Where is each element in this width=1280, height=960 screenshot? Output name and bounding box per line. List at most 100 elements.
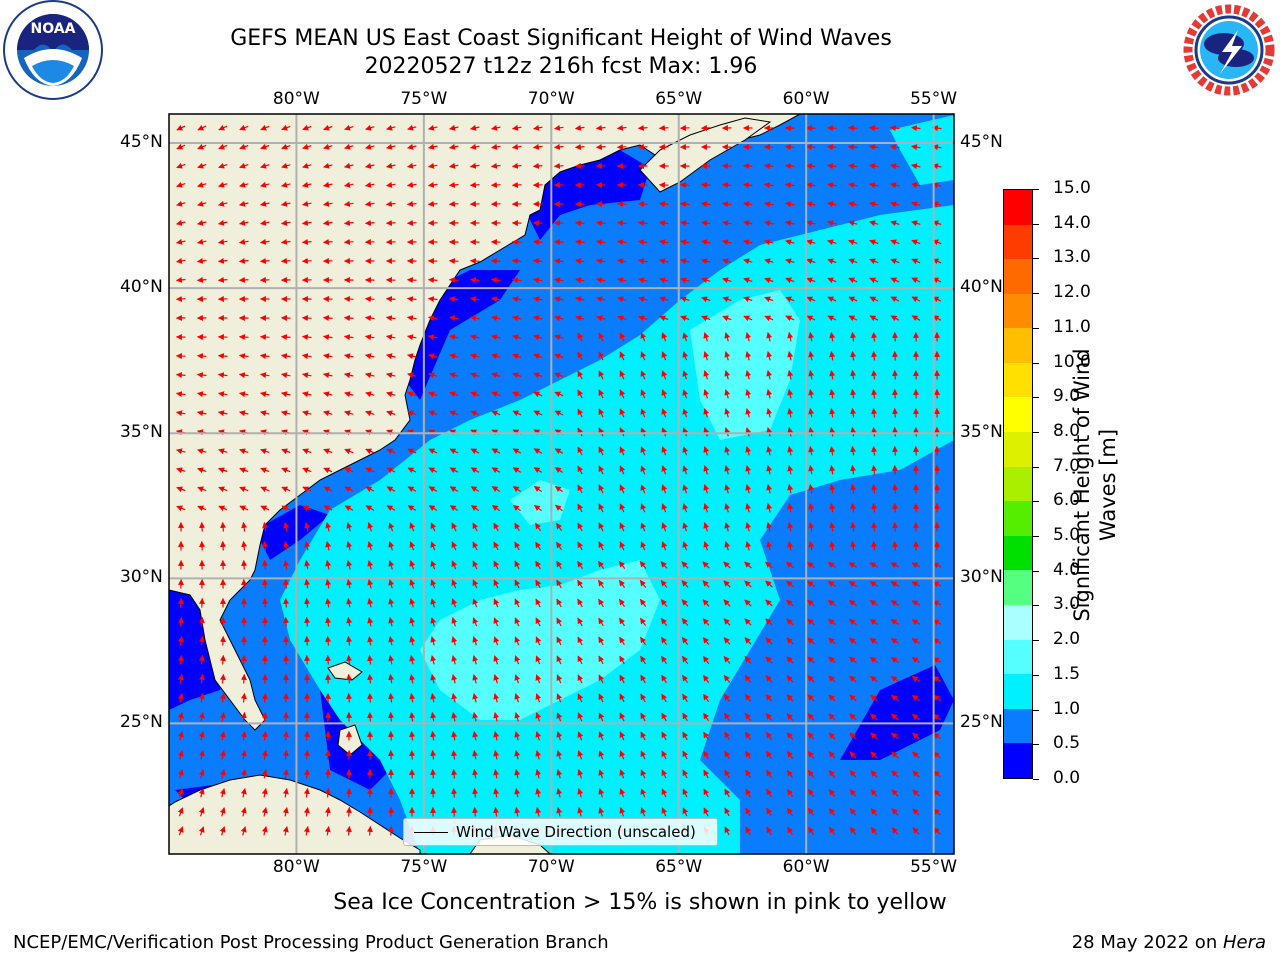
wave-direction-arrow <box>806 258 816 265</box>
colorbar-tick-mark <box>1033 605 1039 607</box>
wave-direction-arrow <box>197 143 207 150</box>
wave-direction-arrow <box>577 484 584 494</box>
wave-direction-arrow <box>325 654 332 665</box>
colorbar-segment <box>1004 397 1032 433</box>
wave-direction-arrow <box>323 467 333 474</box>
wave-direction-arrow <box>428 315 438 322</box>
wave-direction-arrow <box>828 637 836 645</box>
wave-direction-arrow <box>493 522 500 532</box>
wave-direction-arrow <box>409 617 416 627</box>
wave-direction-arrow <box>428 372 438 379</box>
wave-direction-arrow <box>744 656 752 664</box>
wave-direction-arrow <box>219 692 226 703</box>
wave-direction-arrow <box>385 315 396 322</box>
wave-direction-arrow <box>660 617 668 626</box>
wave-direction-arrow <box>533 485 543 493</box>
wave-direction-arrow <box>430 617 437 627</box>
wave-direction-arrow <box>346 635 353 646</box>
wave-direction-arrow <box>661 674 668 684</box>
wave-direction-arrow <box>281 162 291 169</box>
colorbar-tick-mark <box>1033 674 1039 676</box>
wave-direction-arrow <box>680 277 690 284</box>
sea-ice-note-text: Sea Ice Concentration > 15% is shown in … <box>333 890 947 915</box>
wave-direction-arrow <box>640 370 647 380</box>
wave-direction-arrow <box>577 598 584 608</box>
wave-direction-arrow <box>472 636 479 646</box>
wave-direction-arrow <box>682 522 689 532</box>
wave-direction-arrow <box>598 427 605 437</box>
wave-direction-arrow <box>344 505 354 512</box>
wave-direction-arrow <box>302 410 312 417</box>
wave-direction-arrow <box>387 825 394 836</box>
wave-direction-arrow <box>259 353 270 360</box>
wave-direction-arrow <box>786 675 794 683</box>
wave-direction-arrow <box>325 541 332 551</box>
wave-direction-arrow <box>807 618 815 626</box>
wave-direction-arrow <box>260 162 270 169</box>
land-cuba <box>169 774 421 854</box>
lat-tick-label-right: 30°N <box>960 567 1003 588</box>
wave-direction-arrow <box>406 296 417 303</box>
wave-direction-arrow <box>175 295 186 302</box>
wave-direction-arrow <box>281 124 291 131</box>
colorbar-segment <box>1004 743 1032 778</box>
wave-direction-arrow <box>386 448 396 455</box>
wave-direction-arrow <box>871 521 878 532</box>
wave-direction-arrow <box>680 239 690 246</box>
wave-direction-arrow <box>892 540 899 551</box>
wave-direction-arrow <box>409 522 416 532</box>
wave-direction-arrow <box>302 143 312 150</box>
wave-direction-arrow <box>701 220 711 227</box>
colorbar-segment <box>1004 328 1032 363</box>
wave-direction-arrow <box>470 334 480 341</box>
wave-direction-arrow <box>346 673 353 684</box>
wave-direction-arrow <box>682 693 689 703</box>
wave-direction-arrow <box>577 579 584 589</box>
wave-direction-arrow <box>911 675 921 683</box>
wave-direction-arrow <box>367 654 374 665</box>
wave-direction-arrow <box>197 410 207 417</box>
wave-direction-arrow <box>681 636 689 645</box>
wave-direction-arrow <box>512 391 522 398</box>
lon-tick-label-bottom: 80°W <box>272 857 320 877</box>
wave-direction-arrow <box>386 143 396 150</box>
wave-direction-arrow <box>682 465 689 475</box>
wave-direction-arrow <box>281 200 291 207</box>
wave-direction-arrow <box>892 521 899 532</box>
wave-direction-arrow <box>388 598 395 608</box>
wave-direction-arrow <box>808 446 815 456</box>
wave-direction-arrow <box>176 143 186 150</box>
wave-direction-arrow <box>430 712 437 722</box>
wave-direction-arrow <box>386 353 396 360</box>
wave-direction-arrow <box>911 600 921 607</box>
wave-direction-arrow <box>470 391 480 398</box>
wave-direction-arrow <box>219 712 226 722</box>
wave-direction-arrow <box>765 694 773 702</box>
wave-direction-arrow <box>491 467 501 474</box>
wave-direction-arrow <box>765 599 773 607</box>
wave-direction-arrow <box>469 181 480 188</box>
wave-direction-arrow <box>744 561 752 569</box>
wave-direction-arrow <box>640 332 647 342</box>
wave-direction-arrow <box>325 616 332 627</box>
wave-direction-arrow <box>304 635 311 646</box>
wave-direction-arrow <box>723 656 731 664</box>
wave-direction-arrow <box>406 315 417 322</box>
wave-direction-arrow <box>787 503 794 513</box>
wave-direction-arrow <box>322 315 333 322</box>
wave-direction-arrow <box>218 238 228 245</box>
wave-direction-arrow <box>259 257 270 264</box>
chart-subtitle: 20220527 t12z 216h fcst Max: 1.96 <box>364 54 758 79</box>
wave-direction-arrow <box>301 353 312 360</box>
wave-direction-arrow <box>850 540 857 551</box>
wave-direction-arrow <box>616 201 627 208</box>
wave-direction-arrow <box>239 486 249 493</box>
wave-direction-arrow <box>511 162 522 169</box>
colorbar-segment <box>1004 501 1032 536</box>
wave-direction-arrow <box>786 599 794 607</box>
wave-direction-arrow <box>766 503 773 513</box>
wave-direction-arrow <box>764 201 774 208</box>
wave-direction-arrow <box>386 181 396 188</box>
wave-direction-arrow <box>388 560 395 570</box>
wave-direction-arrow <box>827 220 837 227</box>
